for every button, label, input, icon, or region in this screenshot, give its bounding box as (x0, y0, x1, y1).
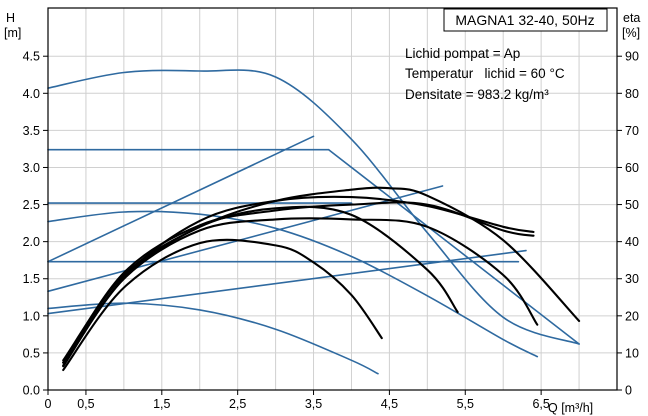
efficiency-curve-11 (62, 238, 383, 372)
x-tick-label: 1,5 (153, 397, 170, 411)
y-left-tick-label: 2.0 (23, 235, 40, 249)
y-right-tick-label: 10 (625, 346, 639, 360)
left-axis-title: H [m] (4, 11, 21, 40)
efficiency-curve-16 (62, 201, 535, 364)
note-density: Densitate = 983.2 kg/m³ (405, 87, 549, 102)
x-axis-label: Q [m³/h] (548, 401, 593, 415)
efficiency-curve-15 (62, 195, 535, 368)
x-tick-label: 3,5 (305, 397, 322, 411)
plot-frame (47, 7, 618, 391)
title-box: MAGNA1 32-40, 50Hz (443, 8, 608, 32)
x-tick-label: 0 (45, 397, 52, 411)
y-right-label: eta (623, 11, 640, 25)
right-axis-title: eta [%] (622, 11, 640, 40)
x-tick-label: 4,5 (381, 397, 398, 411)
y-left-tick-label: 4.0 (23, 87, 40, 101)
axis-ticks: 0 0,5 1,5 2,5 3,5 4,5 5,5 6,5 0.0 0.5 1.0 1.5 2.0 2.5… (23, 50, 639, 411)
curves (47, 69, 581, 375)
grid (47, 8, 618, 391)
y-right-tick-label: 40 (625, 235, 639, 249)
y-left-tick-label: 4.5 (23, 50, 40, 64)
y-left-unit: [m] (4, 26, 21, 40)
y-left-tick-label: 1.5 (23, 272, 40, 286)
y-right-tick-label: 80 (625, 87, 639, 101)
y-left-tick-label: 1.0 (23, 309, 40, 323)
y-left-tick-label: 2.5 (23, 198, 40, 212)
pump-curve-7 (47, 185, 444, 293)
pump-curve-9 (47, 210, 539, 358)
x-tick-label: 5,5 (457, 397, 474, 411)
y-right-tick-label: 0 (625, 384, 632, 398)
y-left-tick-label: 0.0 (23, 384, 40, 398)
notes: Lichid pompat = Ap Temperatur lichid = 6… (405, 46, 565, 102)
y-right-tick-label: 20 (625, 309, 639, 323)
y-left-tick-label: 3.5 (23, 124, 40, 138)
pump-curve-1 (47, 69, 580, 345)
x-tick-label: 2,5 (229, 397, 246, 411)
y-right-unit: [%] (622, 26, 640, 40)
chart-title: MAGNA1 32-40, 50Hz (455, 12, 594, 28)
y-right-tick-label: 90 (625, 50, 639, 64)
pump-curve-3 (327, 148, 580, 345)
note-temperature: Temperatur lichid = 60 °C (405, 66, 565, 81)
y-right-tick-label: 50 (625, 198, 639, 212)
y-right-tick-label: 30 (625, 272, 639, 286)
y-left-tick-label: 0.5 (23, 346, 40, 360)
efficiency-curve-13 (62, 217, 539, 364)
y-right-tick-label: 70 (625, 124, 639, 138)
y-left-tick-label: 3.0 (23, 161, 40, 175)
y-left-label: H (6, 11, 15, 25)
x-tick-label: 0,5 (77, 397, 94, 411)
pump-curve-10 (47, 302, 379, 375)
x-tick-label: 6,5 (532, 397, 549, 411)
pump-curve-6 (47, 135, 315, 263)
note-fluid: Lichid pompat = Ap (405, 46, 520, 61)
y-right-tick-label: 60 (625, 161, 639, 175)
